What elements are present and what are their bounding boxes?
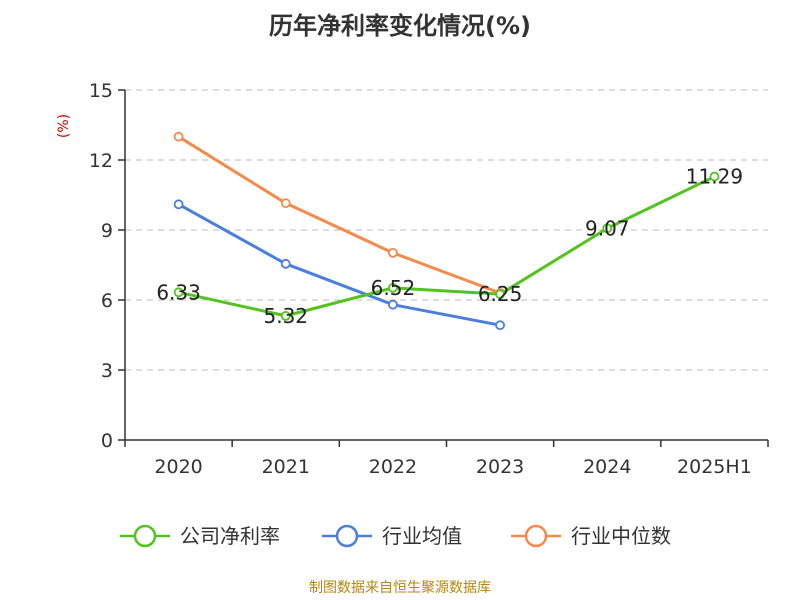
y-tick-label: 15	[89, 80, 113, 102]
x-tick-label: 2021	[262, 456, 310, 478]
legend-item: 行业均值	[322, 524, 462, 548]
data-point	[602, 223, 613, 234]
y-tick-label: 6	[101, 290, 113, 312]
legend-item: 公司净利率	[120, 524, 280, 548]
series-line	[178, 175, 716, 318]
axis-layer: 0 3 6 9 12 15 2020 2021 2022 2023 2024 2025H1	[89, 80, 769, 478]
legend-label: 行业均值	[382, 524, 462, 548]
data-label: 5.32	[263, 304, 308, 328]
series-2	[173, 131, 505, 298]
grid-layer	[125, 89, 768, 371]
series-0	[173, 171, 720, 321]
legend-marker	[133, 524, 157, 548]
series-1	[173, 199, 505, 331]
data-point	[173, 131, 184, 142]
data-point	[388, 299, 398, 310]
x-tick-label: 2020	[154, 456, 202, 478]
data-label: 9.07	[585, 216, 630, 240]
legend-label: 公司净利率	[180, 524, 280, 548]
data-point	[388, 247, 398, 258]
data-point	[495, 320, 505, 331]
chart-title: 历年净利率变化情况(%)	[269, 12, 531, 40]
data-point	[280, 198, 291, 209]
data-label: 6.52	[371, 276, 416, 300]
data-label: 6.25	[478, 282, 523, 306]
legend: 公司净利率 行业均值 行业中位数	[120, 524, 671, 548]
data-point	[280, 310, 291, 321]
series-line	[177, 135, 501, 295]
legend-marker	[524, 524, 548, 548]
series-line	[177, 203, 501, 327]
source-note: 制图数据来自恒生聚源数据库	[309, 580, 491, 596]
y-axis-unit-label: (%)	[56, 114, 72, 138]
data-label: 6.33	[156, 280, 201, 304]
data-point	[173, 199, 184, 210]
x-tick-label: 2023	[476, 456, 524, 478]
y-tick-label: 9	[101, 220, 113, 242]
legend-item: 行业中位数	[511, 524, 671, 548]
x-tick-label: 2022	[369, 456, 417, 478]
y-tick-label: 3	[101, 360, 113, 382]
data-label-layer: 6.33 5.32 6.52 6.25 9.07 11.29	[156, 165, 743, 328]
legend-marker	[335, 524, 359, 548]
y-tick-label: 12	[89, 150, 113, 172]
data-point	[495, 289, 505, 300]
x-tick-label: 2025H1	[677, 456, 752, 478]
legend-label: 行业中位数	[571, 524, 671, 548]
data-point	[280, 258, 291, 269]
data-point	[173, 287, 184, 298]
data-label: 11.29	[686, 165, 743, 189]
data-point	[388, 282, 398, 293]
y-tick-label: 0	[101, 430, 113, 452]
x-tick-label: 2024	[583, 456, 631, 478]
data-point	[709, 171, 720, 182]
series-layer	[173, 131, 720, 331]
